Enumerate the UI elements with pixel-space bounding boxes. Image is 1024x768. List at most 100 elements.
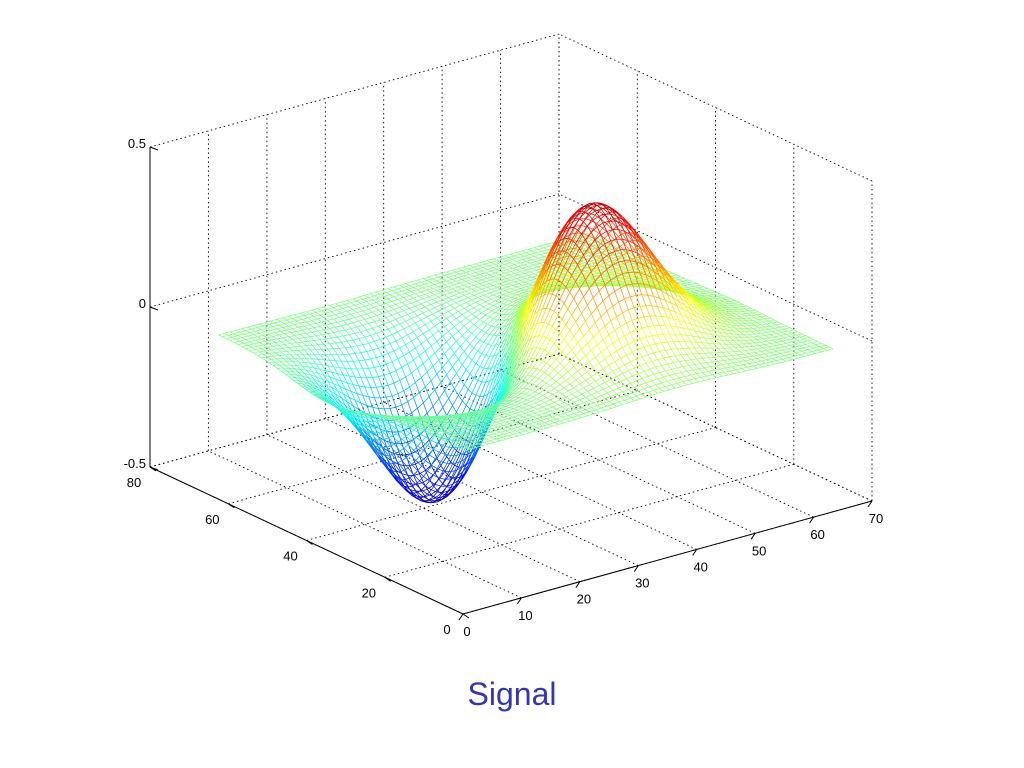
mesh-segment	[386, 462, 391, 464]
mesh-segment	[440, 347, 445, 354]
mesh-segment	[309, 336, 315, 341]
mesh-segment	[471, 327, 479, 334]
mesh-segment	[415, 483, 422, 491]
mesh-segment	[438, 441, 444, 451]
mesh-segment	[265, 329, 272, 333]
mesh-segment	[561, 241, 568, 246]
mesh-segment	[308, 327, 315, 330]
mesh-segment	[446, 288, 453, 292]
mesh-segment	[448, 297, 453, 301]
mesh-segment	[413, 331, 418, 338]
mesh-segment	[633, 280, 640, 284]
mesh-segment	[508, 281, 515, 285]
mesh-segment	[302, 341, 307, 346]
mesh-segment	[307, 328, 313, 333]
mesh-segment	[380, 453, 387, 463]
mesh-segment	[453, 275, 459, 278]
mesh-segment	[397, 462, 405, 471]
mesh-segment	[438, 296, 443, 301]
mesh-segment	[473, 307, 478, 311]
mesh-segment	[586, 245, 592, 252]
mesh-segment	[615, 268, 621, 271]
mesh-segment	[440, 479, 446, 487]
mesh-segment	[514, 264, 519, 267]
mesh-segment	[479, 281, 486, 284]
mesh-segment	[448, 465, 455, 476]
mesh-segment	[354, 376, 361, 378]
mesh-segment	[358, 295, 365, 298]
mesh-segment	[411, 318, 416, 324]
mesh-segment	[381, 313, 387, 318]
mesh-segment	[584, 269, 591, 272]
mesh-segment	[261, 338, 266, 342]
mesh-segment	[479, 292, 484, 296]
mesh-segment	[463, 295, 469, 299]
mesh-segment	[545, 242, 552, 245]
mesh-segment	[292, 371, 297, 376]
mesh-segment	[428, 358, 434, 367]
mesh-segment	[405, 436, 413, 442]
mesh-segment	[339, 331, 344, 337]
mesh-segment	[495, 368, 502, 387]
mesh-segment	[358, 359, 365, 362]
mesh-segment	[317, 317, 324, 320]
mesh-segment	[349, 375, 356, 378]
mesh-segment	[385, 290, 392, 293]
mesh-segment	[237, 335, 243, 338]
mesh-segment	[501, 308, 506, 310]
mesh-segment	[455, 279, 463, 282]
mesh-segment	[261, 329, 266, 333]
mesh-segment	[459, 302, 467, 306]
mesh-segment	[446, 318, 451, 323]
mesh-segment	[655, 282, 662, 285]
mesh-segment	[541, 249, 548, 252]
mesh-segment	[452, 479, 459, 485]
mesh-segment	[419, 476, 424, 482]
mesh-segment	[469, 292, 474, 296]
mesh-segment	[533, 255, 539, 259]
mesh-segment	[594, 252, 601, 255]
mesh-segment	[360, 402, 367, 406]
mesh-segment	[380, 363, 387, 367]
mesh-segment	[388, 454, 393, 456]
mesh-segment	[471, 380, 479, 394]
mesh-segment	[477, 297, 482, 301]
mesh-segment	[392, 452, 397, 456]
mesh-segment	[501, 332, 506, 336]
mesh-segment	[370, 291, 377, 295]
mesh-segment	[590, 269, 595, 272]
mesh-segment	[380, 453, 385, 456]
mesh-segment	[459, 272, 466, 275]
mesh-segment	[459, 292, 465, 296]
mesh-segment	[282, 327, 287, 331]
mesh-segment	[514, 255, 519, 259]
mesh-segment	[416, 300, 422, 305]
mesh-segment	[278, 354, 285, 356]
mesh-segment	[499, 299, 506, 303]
mesh-segment	[496, 276, 504, 279]
mesh-segment	[298, 380, 305, 383]
mesh-segment	[502, 291, 510, 295]
mesh-segment	[444, 471, 449, 476]
mesh-segment	[442, 490, 449, 493]
mesh-segment	[555, 275, 561, 282]
mesh-segment	[424, 324, 430, 331]
mesh-segment	[397, 463, 403, 474]
mesh-segment	[621, 264, 628, 268]
mesh-segment	[516, 252, 521, 255]
mesh-segment	[440, 493, 446, 495]
mesh-segment	[302, 365, 307, 371]
mesh-segment	[325, 337, 332, 340]
mesh-segment	[302, 365, 309, 368]
mesh-segment	[528, 296, 535, 315]
mesh-segment	[566, 249, 572, 253]
mesh-segment	[374, 295, 379, 299]
mesh-segment	[403, 390, 409, 402]
mesh-segment	[403, 351, 410, 356]
mesh-segment	[504, 344, 512, 363]
mesh-segment	[360, 402, 366, 414]
mesh-segment	[458, 473, 465, 481]
mesh-segment	[403, 485, 411, 493]
mesh-segment	[422, 298, 428, 302]
mesh-segment	[222, 336, 227, 340]
